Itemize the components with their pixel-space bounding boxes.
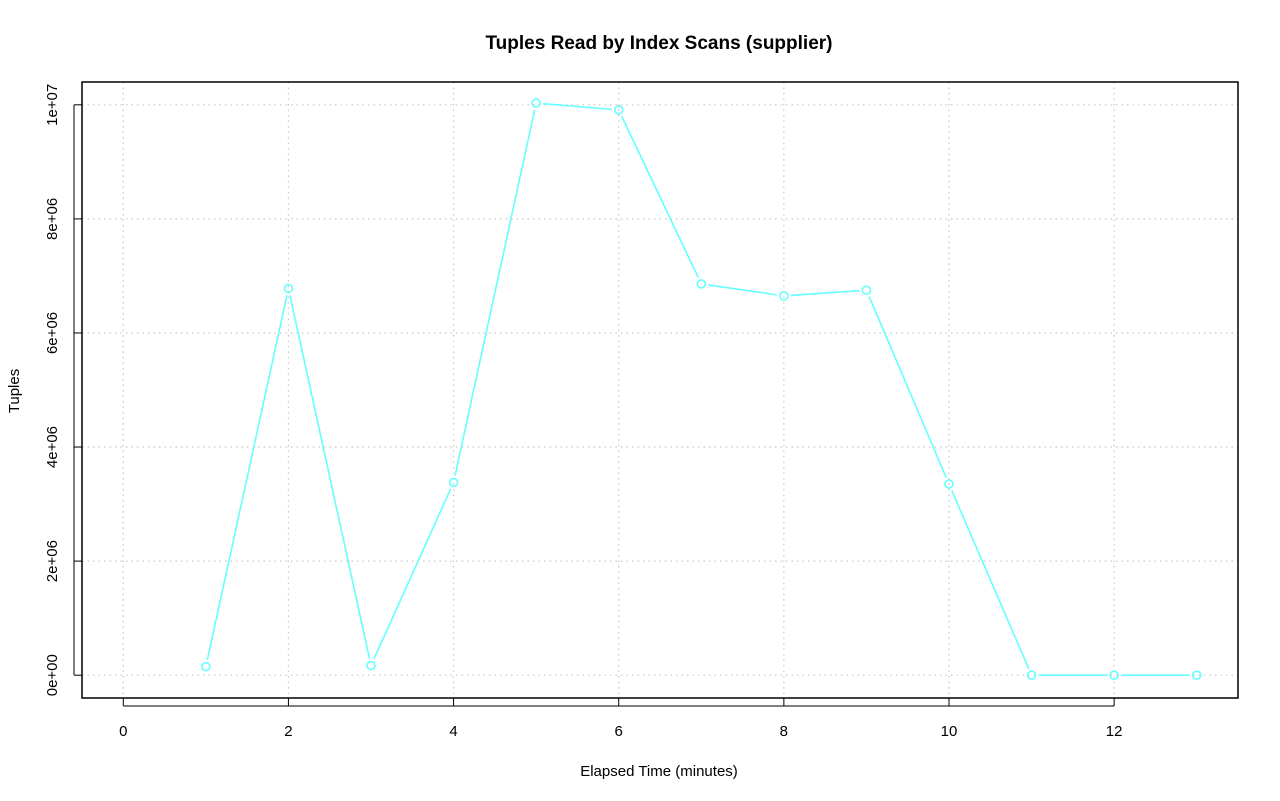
chart-title: Tuples Read by Index Scans (supplier) — [485, 33, 832, 54]
y-tick-label: 6e+06 — [44, 312, 61, 354]
data-point — [1191, 670, 1202, 680]
x-tick-label: 0 — [119, 723, 127, 740]
series-line-segment — [620, 115, 700, 278]
y-tick-label: 0e+00 — [44, 654, 61, 696]
data-point — [283, 283, 294, 294]
data-point — [944, 479, 954, 489]
series-line-segment — [951, 490, 1030, 670]
y-tick-label: 8e+06 — [44, 198, 61, 240]
data-point — [1026, 670, 1037, 680]
data-point — [1109, 670, 1119, 680]
plot-area — [201, 98, 1202, 680]
series-line-segment — [790, 289, 860, 297]
y-tick-label: 2e+06 — [44, 540, 61, 582]
x-axis: 0 2 4 6 8 10 12 — [119, 698, 1122, 740]
series-line-segment — [543, 102, 612, 111]
y-tick-label: 4e+06 — [44, 426, 61, 468]
plot-frame — [81, 81, 1239, 699]
data-point — [366, 660, 376, 671]
data-point — [779, 291, 789, 301]
series-line-segment — [206, 295, 288, 660]
series-line-segment — [454, 109, 536, 476]
x-tick-label: 6 — [615, 723, 623, 740]
x-tick-label: 10 — [941, 723, 958, 740]
grid — [82, 82, 1238, 698]
y-axis: 0e+00 2e+06 4e+06 6e+06 8e+06 1e+07 — [44, 84, 82, 696]
series-line-segment — [708, 284, 778, 296]
data-point — [861, 285, 872, 295]
data-point — [448, 477, 459, 488]
x-tick-label: 8 — [780, 723, 788, 740]
series-line-segment — [868, 296, 947, 478]
series-line-segment — [289, 295, 371, 659]
x-axis-label: Elapsed Time (minutes) — [580, 763, 738, 780]
data-point — [696, 279, 707, 289]
x-tick-label: 4 — [449, 723, 457, 740]
series-line-segment — [373, 488, 452, 660]
y-axis-label: Tuples — [6, 369, 23, 413]
data-point — [613, 105, 624, 115]
x-tick-label: 12 — [1106, 723, 1123, 740]
data-point — [531, 98, 541, 108]
data-point — [201, 661, 211, 672]
x-tick-label: 2 — [284, 723, 292, 740]
y-tick-label: 1e+07 — [44, 84, 61, 126]
